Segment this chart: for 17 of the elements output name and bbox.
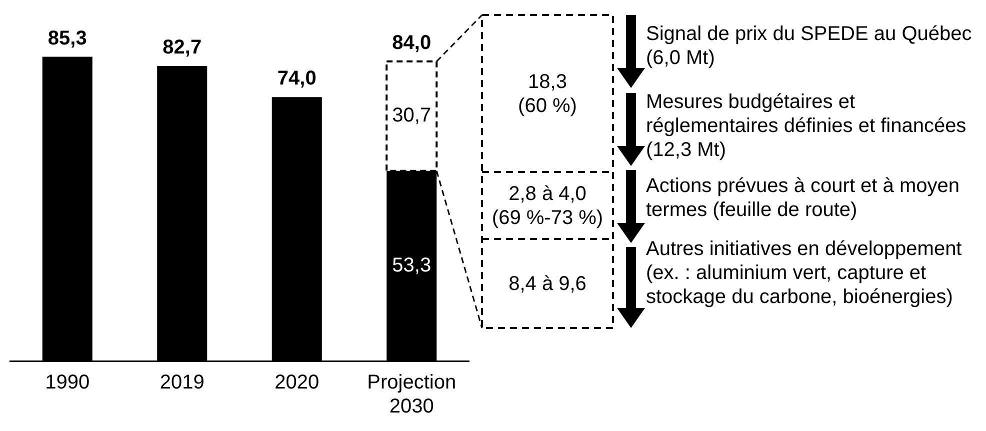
text: Autres initiatives en développement (ex. : aluminium vert, capture et stockage du carbone, bioénergies) bbox=[646, 237, 963, 309]
total-label: 85,3 bbox=[48, 27, 87, 50]
data-label: 30,7 bbox=[392, 104, 432, 127]
text: 18,3 (60 %) bbox=[517, 70, 578, 118]
total-label: 82,7 bbox=[162, 36, 202, 59]
x-tick-label: 1990 bbox=[45, 372, 90, 394]
text: Mesures budgétaires et réglementaires définies et financées (12,3 Mt) bbox=[646, 90, 968, 162]
text: Signal de prix du SPEDE au Québec (6,0 Mt) bbox=[646, 22, 973, 70]
text: 8,4 à 9,6 bbox=[508, 272, 588, 296]
x-tick-label: Projection 2030 bbox=[367, 372, 456, 418]
total-label: 74,0 bbox=[277, 68, 316, 90]
text: 2,8 à 4,0 (69 %-73 %) bbox=[490, 182, 604, 230]
text: Actions prévues à court et à moyen termes (feuille de route) bbox=[646, 174, 960, 222]
x-tick-label: 2019 bbox=[160, 372, 204, 394]
x-tick-label: 2020 bbox=[274, 372, 320, 394]
data-label: 53,3 bbox=[392, 254, 432, 276]
total-label: 84,0 bbox=[392, 32, 432, 54]
